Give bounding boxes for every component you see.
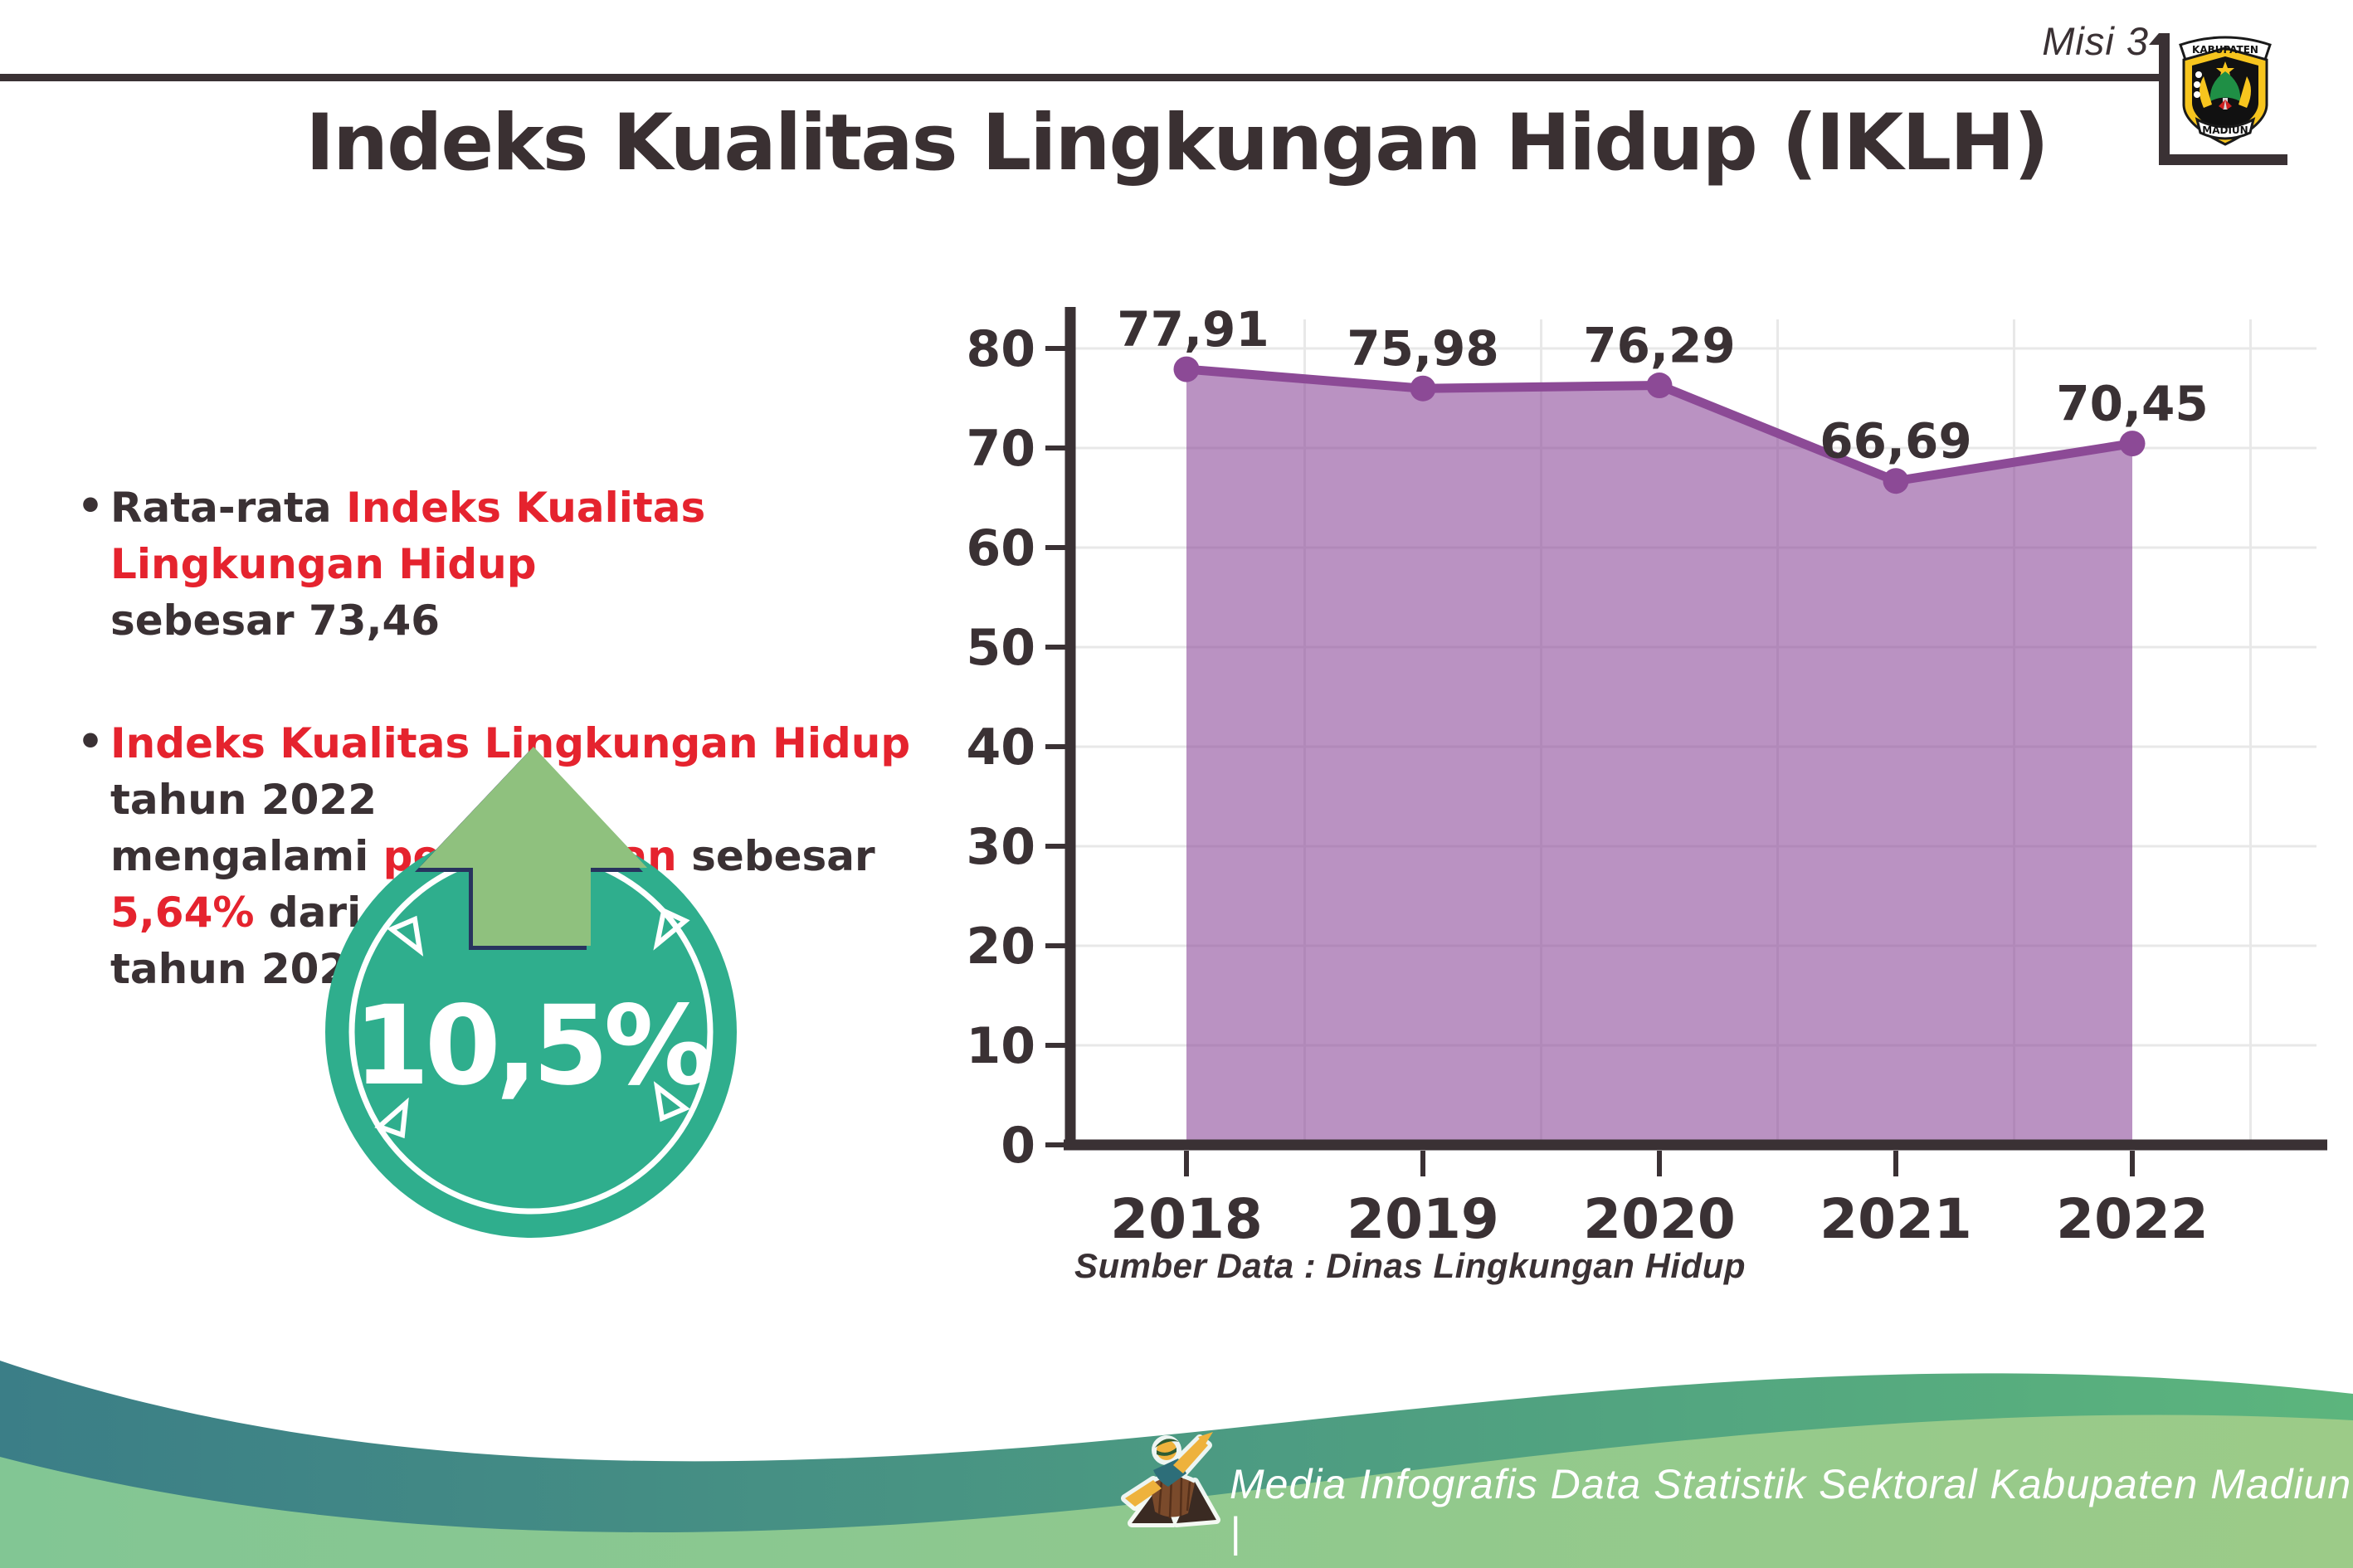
- y-tick-label: 20: [967, 918, 1036, 976]
- data-point: [1646, 373, 1673, 399]
- logo-bottom-banner: [2195, 117, 2256, 140]
- y-tick-label: 70: [967, 420, 1036, 478]
- axes: [1064, 307, 2327, 1151]
- data-point: [1410, 375, 1436, 402]
- data-point: [1883, 468, 1909, 494]
- sparkle-triangle: [374, 1097, 409, 1139]
- value-label: 77,91: [1117, 301, 1269, 358]
- x-tick-labels: 2018 2019 2020 2021 2022: [1110, 1187, 2209, 1251]
- y-tick-label: 50: [967, 619, 1036, 677]
- tick-marks: [1045, 346, 2135, 1176]
- logo-frame-bevel: [2149, 33, 2159, 45]
- bullet-line: Rata-rata Indeks Kualitas Lingkungan Hid…: [110, 484, 706, 588]
- sparkle-triangle: [653, 907, 690, 951]
- x-tick-label: 2022: [2056, 1187, 2209, 1251]
- kabupaten-madiun-logo: KABUPATEN MADIUN: [2179, 36, 2272, 146]
- iklh-area-chart: 0 10 20 30 40 50 60 70 80 2018 2019 2020 2021 2022 77,…: [967, 301, 2327, 1251]
- value-label: 75,98: [1347, 320, 1498, 377]
- bullet-marker: •: [77, 718, 104, 766]
- logo-star: [2216, 61, 2234, 79]
- logo-cotton-dot: [2195, 71, 2202, 78]
- logo-wing-left: [2200, 76, 2212, 108]
- value-label: 66,69: [1820, 413, 1971, 470]
- logo-tree: [2209, 71, 2241, 101]
- bullet-rata-rata: • Rata-rata Indeks Kualitas Lingkungan H…: [77, 480, 971, 649]
- footer-wave: [0, 1361, 2353, 1568]
- bullet-line: Indeks Kualitas Lingkungan Hidup tahun 2…: [110, 719, 911, 824]
- y-tick-label: 30: [967, 818, 1036, 876]
- x-tick-label: 2021: [1820, 1187, 1972, 1251]
- y-tick-label: 80: [967, 320, 1036, 378]
- value-label: 76,29: [1583, 318, 1735, 374]
- logo-red-accent-left: [2219, 100, 2225, 110]
- bullet-line: sebesar 73,46: [110, 597, 441, 645]
- footer-caption: Media Infografis Data Statistik Sektoral…: [1230, 1461, 2352, 1556]
- data-point: [2119, 431, 2146, 457]
- area-series: [1186, 369, 2132, 1145]
- y-tick-label: 40: [967, 718, 1036, 777]
- mascot-hand: [1198, 1432, 1213, 1445]
- mascot-headband: [1157, 1448, 1176, 1456]
- mascot-icon: [1121, 1432, 1220, 1527]
- up-arrow-icon: [419, 747, 647, 946]
- mascot-arm-left: [1125, 1480, 1162, 1507]
- bullet-peningkatan: • Indeks Kualitas Lingkungan Hidup tahun…: [77, 715, 971, 997]
- x-tick-label: 2020: [1583, 1187, 1736, 1251]
- badge-circle: [325, 826, 737, 1238]
- footer-wave-light-green: [0, 1415, 2353, 1568]
- sparkle-triangle: [653, 1081, 690, 1122]
- logo-bottom-text: MADIUN: [2202, 124, 2248, 136]
- sparkle-triangles: [374, 907, 690, 1139]
- mascot-cap: [1155, 1439, 1179, 1448]
- y-tick-label: 0: [1001, 1117, 1035, 1175]
- logo-cotton-dot: [2194, 91, 2200, 98]
- source-note: Sumber Data : Dinas Lingkungan Hidup: [1074, 1246, 1746, 1285]
- mascot-sarong-stripes: [1157, 1476, 1191, 1519]
- misi-label: Misi 3: [2042, 19, 2149, 63]
- logo-frame-horizontal: [2159, 154, 2287, 165]
- logo-frame-vertical: [2159, 33, 2170, 164]
- page-title: Indeks Kualitas Lingkungan Hidup (IKLH): [305, 98, 2049, 188]
- header-rule: [0, 74, 2167, 81]
- value-labels: 77,91 75,98 76,29 66,69 70,45: [1117, 301, 2208, 470]
- sparkle-triangle: [387, 915, 424, 957]
- x-tick-label: 2019: [1347, 1187, 1499, 1251]
- logo-top-text: KABUPATEN: [2192, 44, 2258, 56]
- y-tick-label: 60: [967, 519, 1036, 577]
- x-tick-label: 2018: [1110, 1187, 1263, 1251]
- bullet-list: • Rata-rata Indeks Kualitas Lingkungan H…: [77, 480, 971, 997]
- logo-red-accent-right: [2225, 100, 2232, 110]
- badge-value: 10,5%: [353, 982, 711, 1110]
- bullet-marker: •: [77, 482, 104, 530]
- mascot-arm-right: [1173, 1439, 1208, 1473]
- increase-badge: 10,5%: [325, 747, 737, 1238]
- y-tick-labels: 0 10 20 30 40 50 60 70 80: [967, 320, 1036, 1175]
- y-tick-label: 10: [967, 1017, 1036, 1075]
- data-point-markers: [1173, 356, 2146, 494]
- logo-cotton-dot: [2194, 81, 2200, 88]
- data-point: [1173, 356, 1200, 382]
- value-label: 70,45: [2056, 376, 2208, 432]
- logo-wing-right: [2239, 76, 2251, 108]
- logo-tree-trunk: [2223, 98, 2228, 110]
